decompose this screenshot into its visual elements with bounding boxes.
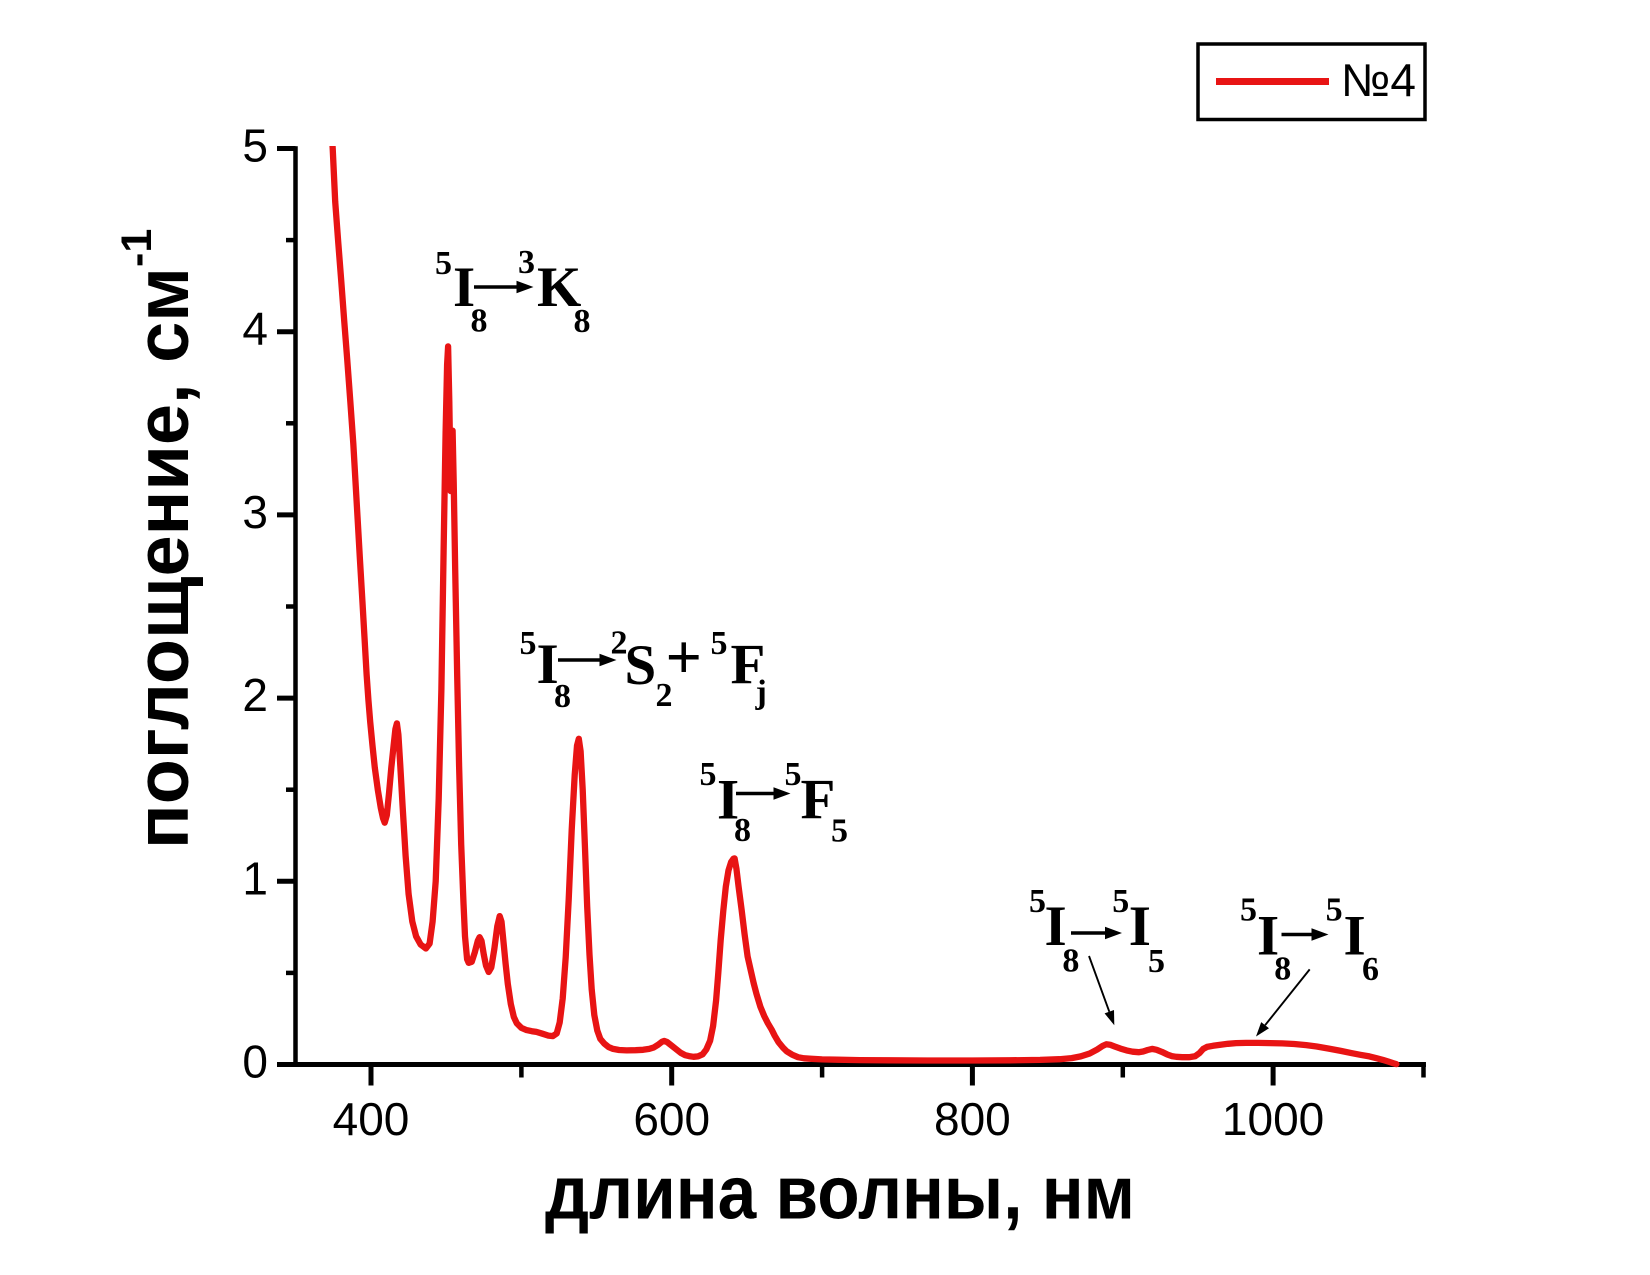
svg-text:600: 600 (633, 1093, 710, 1145)
svg-text:6: 6 (1362, 951, 1379, 988)
svg-text:1000: 1000 (1222, 1093, 1324, 1145)
svg-text:1: 1 (242, 852, 268, 904)
svg-text:5: 5 (435, 245, 452, 282)
svg-text:2: 2 (242, 669, 268, 721)
svg-text:j: j (755, 674, 767, 711)
svg-text:I: I (717, 769, 739, 832)
svg-text:длина волны, нм: длина волны, нм (545, 1150, 1135, 1234)
svg-text:3: 3 (242, 486, 268, 538)
svg-text:I: I (1257, 905, 1279, 968)
svg-text:5: 5 (1240, 892, 1257, 929)
svg-text:I: I (453, 256, 475, 319)
svg-text:0: 0 (242, 1036, 268, 1088)
svg-text:5: 5 (1326, 892, 1343, 929)
svg-text:I: I (1344, 905, 1366, 968)
svg-text:I: I (1045, 895, 1067, 958)
svg-text:5: 5 (831, 813, 848, 850)
svg-text:K: K (537, 256, 581, 319)
svg-text:5: 5 (711, 625, 728, 662)
svg-text:4: 4 (242, 303, 268, 355)
svg-text:8: 8 (734, 812, 751, 849)
svg-text:2: 2 (611, 625, 628, 662)
svg-text:800: 800 (934, 1093, 1011, 1145)
svg-text:S: S (625, 634, 657, 697)
svg-text:3: 3 (518, 244, 535, 281)
svg-text:8: 8 (471, 303, 488, 340)
svg-text:2: 2 (656, 677, 673, 714)
svg-text:I: I (537, 633, 559, 696)
svg-text:I: I (1129, 895, 1151, 958)
svg-text:400: 400 (333, 1093, 410, 1145)
svg-text:F: F (801, 768, 836, 831)
svg-text:8: 8 (1274, 951, 1291, 988)
svg-text:8: 8 (1062, 943, 1079, 980)
svg-text:F: F (731, 633, 766, 696)
svg-text:5: 5 (700, 756, 717, 793)
svg-text:5: 5 (1148, 943, 1165, 980)
svg-text:8: 8 (574, 303, 591, 340)
svg-text:5: 5 (242, 120, 268, 172)
svg-text:+: + (666, 622, 702, 693)
svg-text:5: 5 (785, 756, 802, 793)
svg-text:8: 8 (554, 678, 571, 715)
svg-text:№4: №4 (1341, 54, 1416, 106)
svg-text:-1: -1 (113, 229, 161, 267)
svg-text:5: 5 (520, 625, 537, 662)
svg-text:5: 5 (1112, 883, 1129, 920)
svg-text:5: 5 (1029, 883, 1046, 920)
svg-text:поглощение, см: поглощение, см (120, 267, 204, 849)
